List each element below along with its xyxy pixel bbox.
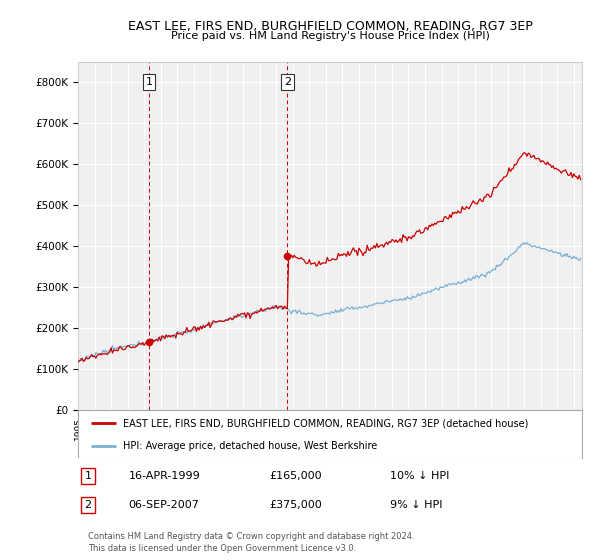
- Text: 06-SEP-2007: 06-SEP-2007: [128, 500, 199, 510]
- Text: Contains HM Land Registry data © Crown copyright and database right 2024.
This d: Contains HM Land Registry data © Crown c…: [88, 532, 415, 553]
- Text: 9% ↓ HPI: 9% ↓ HPI: [391, 500, 443, 510]
- Text: EAST LEE, FIRS END, BURGHFIELD COMMON, READING, RG7 3EP (detached house): EAST LEE, FIRS END, BURGHFIELD COMMON, R…: [124, 418, 529, 428]
- Text: 10% ↓ HPI: 10% ↓ HPI: [391, 471, 450, 481]
- Text: 1: 1: [85, 471, 92, 481]
- Text: 2: 2: [85, 500, 92, 510]
- Text: 2: 2: [284, 77, 291, 87]
- Text: Price paid vs. HM Land Registry's House Price Index (HPI): Price paid vs. HM Land Registry's House …: [170, 31, 490, 41]
- Text: HPI: Average price, detached house, West Berkshire: HPI: Average price, detached house, West…: [124, 441, 377, 451]
- Text: £165,000: £165,000: [269, 471, 322, 481]
- Text: 16-APR-1999: 16-APR-1999: [128, 471, 200, 481]
- Text: EAST LEE, FIRS END, BURGHFIELD COMMON, READING, RG7 3EP: EAST LEE, FIRS END, BURGHFIELD COMMON, R…: [128, 20, 532, 32]
- Text: £375,000: £375,000: [269, 500, 322, 510]
- Text: 1: 1: [145, 77, 152, 87]
